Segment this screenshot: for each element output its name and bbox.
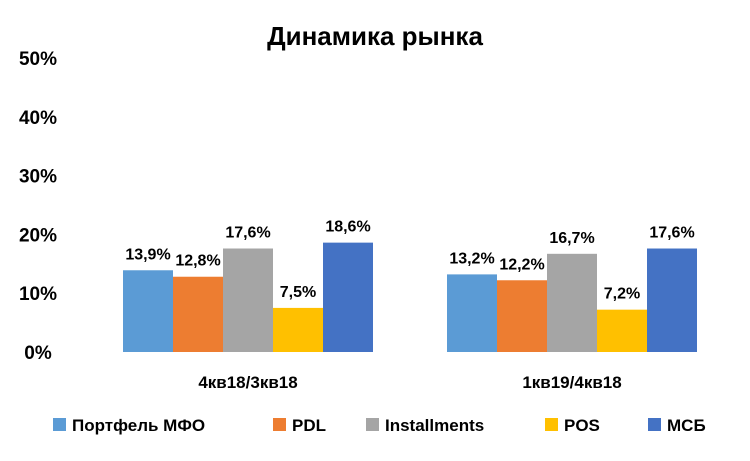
x-tick-label: 4кв18/3кв18 [198, 373, 297, 392]
x-axis: 4кв18/3кв18 1кв19/4кв18 [198, 373, 621, 392]
bar [447, 274, 497, 352]
y-axis: 0% 10% 20% 30% 40% 50% [19, 49, 57, 364]
bar [647, 248, 697, 352]
data-label: 18,6% [325, 219, 370, 236]
bar [123, 270, 173, 352]
y-tick-label: 20% [19, 225, 57, 246]
y-tick-label: 40% [19, 108, 57, 129]
data-label: 16,7% [549, 230, 594, 247]
legend-item: Installments [366, 416, 484, 435]
chart-title: Динамика рынка [267, 21, 483, 51]
bar [547, 253, 597, 352]
bar [323, 242, 373, 352]
bar [273, 307, 323, 352]
legend-item: PDL [273, 416, 326, 435]
x-tick-label: 1кв19/4кв18 [522, 373, 621, 392]
y-tick-label: 30% [19, 167, 57, 188]
data-label: 12,8% [175, 253, 220, 270]
data-label: 17,6% [649, 225, 694, 242]
legend-item: POS [545, 416, 600, 435]
data-label: 13,9% [125, 246, 170, 263]
bar [597, 309, 647, 352]
legend-swatch [545, 418, 558, 431]
bar [173, 276, 223, 352]
bar [223, 248, 273, 352]
legend-label: Installments [385, 416, 484, 435]
data-label: 13,2% [449, 250, 494, 267]
data-label: 12,2% [499, 256, 544, 273]
legend-swatch [53, 418, 66, 431]
legend-label: POS [564, 416, 600, 435]
plot-area: 13,9% 12,8% 17,6% 7,5% 18,6% 13,2% 12,2% 16,7% 7… [123, 219, 697, 352]
legend-swatch [648, 418, 661, 431]
legend-label: Портфель МФО [72, 416, 205, 435]
y-tick-label: 50% [19, 49, 57, 70]
data-label: 17,6% [225, 225, 270, 242]
y-tick-label: 10% [19, 284, 57, 305]
legend-swatch [273, 418, 286, 431]
data-label: 7,5% [280, 284, 316, 301]
legend-item: МСБ [648, 416, 706, 435]
legend-swatch [366, 418, 379, 431]
data-label: 7,2% [604, 286, 640, 303]
legend-item: Портфель МФО [53, 416, 205, 435]
y-tick-label: 0% [24, 343, 52, 364]
bar [497, 280, 547, 352]
legend: Портфель МФО PDL Installments POS МСБ [53, 416, 706, 435]
legend-label: МСБ [667, 416, 706, 435]
legend-label: PDL [292, 416, 326, 435]
